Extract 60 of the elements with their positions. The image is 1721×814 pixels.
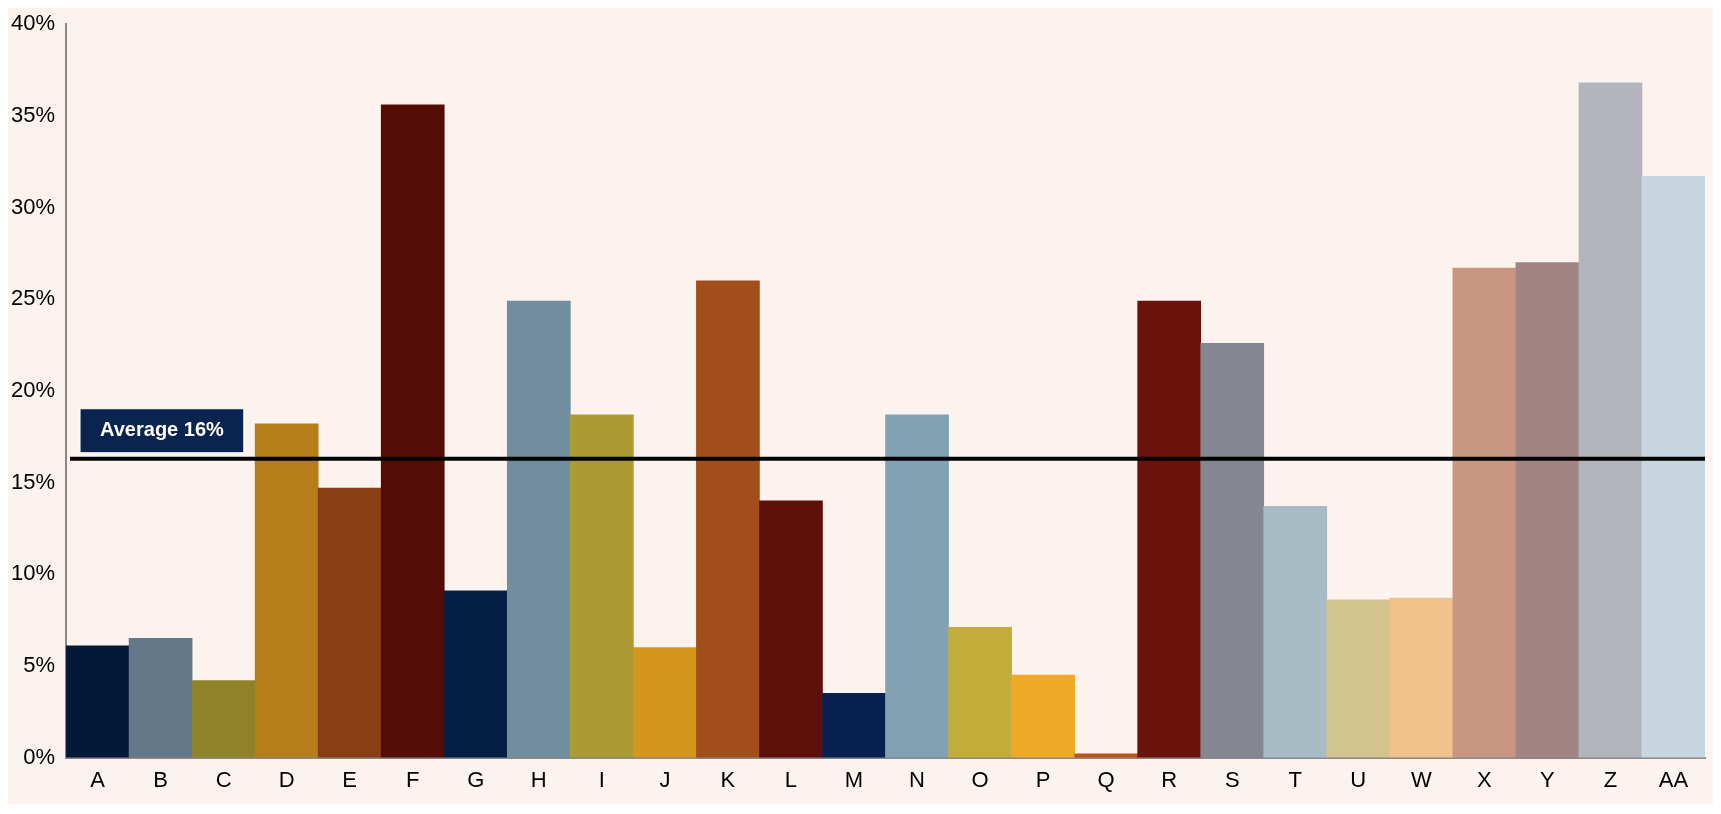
x-tick-label: Y xyxy=(1540,766,1556,792)
x-tick-label: C xyxy=(215,766,232,792)
y-tick-label: 0% xyxy=(23,743,56,769)
bar xyxy=(1452,267,1517,758)
x-tick-label: R xyxy=(1161,766,1178,792)
y-tick-label: 25% xyxy=(10,285,56,311)
bar xyxy=(1137,300,1202,758)
x-tick-label: F xyxy=(406,766,420,792)
bar xyxy=(1326,599,1391,758)
bar xyxy=(1515,262,1580,758)
x-tick-label: Z xyxy=(1603,766,1618,792)
bar xyxy=(570,414,634,758)
x-tick-label: T xyxy=(1288,766,1302,792)
x-tick-label: H xyxy=(530,766,547,792)
bar xyxy=(759,500,823,758)
x-tick-label: E xyxy=(342,766,358,792)
x-tick-label: AA xyxy=(1658,766,1689,792)
bar xyxy=(380,104,445,758)
bar xyxy=(885,414,949,758)
x-tick-label: X xyxy=(1477,766,1493,792)
bar xyxy=(633,647,697,758)
x-tick-label: O xyxy=(971,766,989,792)
x-tick-label: N xyxy=(909,766,925,792)
x-tick-label: W xyxy=(1410,766,1432,792)
bar xyxy=(443,590,508,758)
x-tick-label: U xyxy=(1350,766,1367,792)
bar xyxy=(1389,597,1454,758)
bar xyxy=(506,300,571,758)
y-tick-label: 20% xyxy=(10,376,56,402)
x-tick-label: K xyxy=(720,766,736,792)
bar xyxy=(1011,674,1075,758)
bar xyxy=(317,487,382,758)
bar xyxy=(128,638,193,758)
x-tick-label: G xyxy=(467,766,485,792)
y-tick-label: 40% xyxy=(10,10,56,36)
bar xyxy=(254,423,319,758)
x-tick-label: B xyxy=(153,766,168,792)
y-tick-label: 30% xyxy=(10,193,56,219)
x-tick-label: J xyxy=(659,766,671,792)
x-tick-label: P xyxy=(1035,766,1051,792)
ref-line-label: Average 16% xyxy=(100,418,225,441)
bar xyxy=(1578,82,1643,758)
y-tick-label: 5% xyxy=(23,651,56,677)
bar xyxy=(66,645,130,758)
bar xyxy=(1263,506,1328,758)
bar xyxy=(696,280,760,758)
bar xyxy=(822,693,886,758)
x-tick-label: I xyxy=(598,766,605,792)
bar xyxy=(191,680,256,758)
y-tick-label: 35% xyxy=(10,101,56,127)
bar xyxy=(948,627,1012,758)
bar xyxy=(1641,176,1705,758)
x-tick-label: Q xyxy=(1097,766,1115,792)
x-tick-label: D xyxy=(278,766,295,792)
x-tick-label: L xyxy=(784,766,798,792)
x-tick-label: M xyxy=(844,766,864,792)
y-tick-label: 15% xyxy=(10,468,56,494)
x-tick-label: S xyxy=(1224,766,1240,792)
y-tick-label: 10% xyxy=(10,560,56,586)
x-tick-label: A xyxy=(90,766,106,792)
